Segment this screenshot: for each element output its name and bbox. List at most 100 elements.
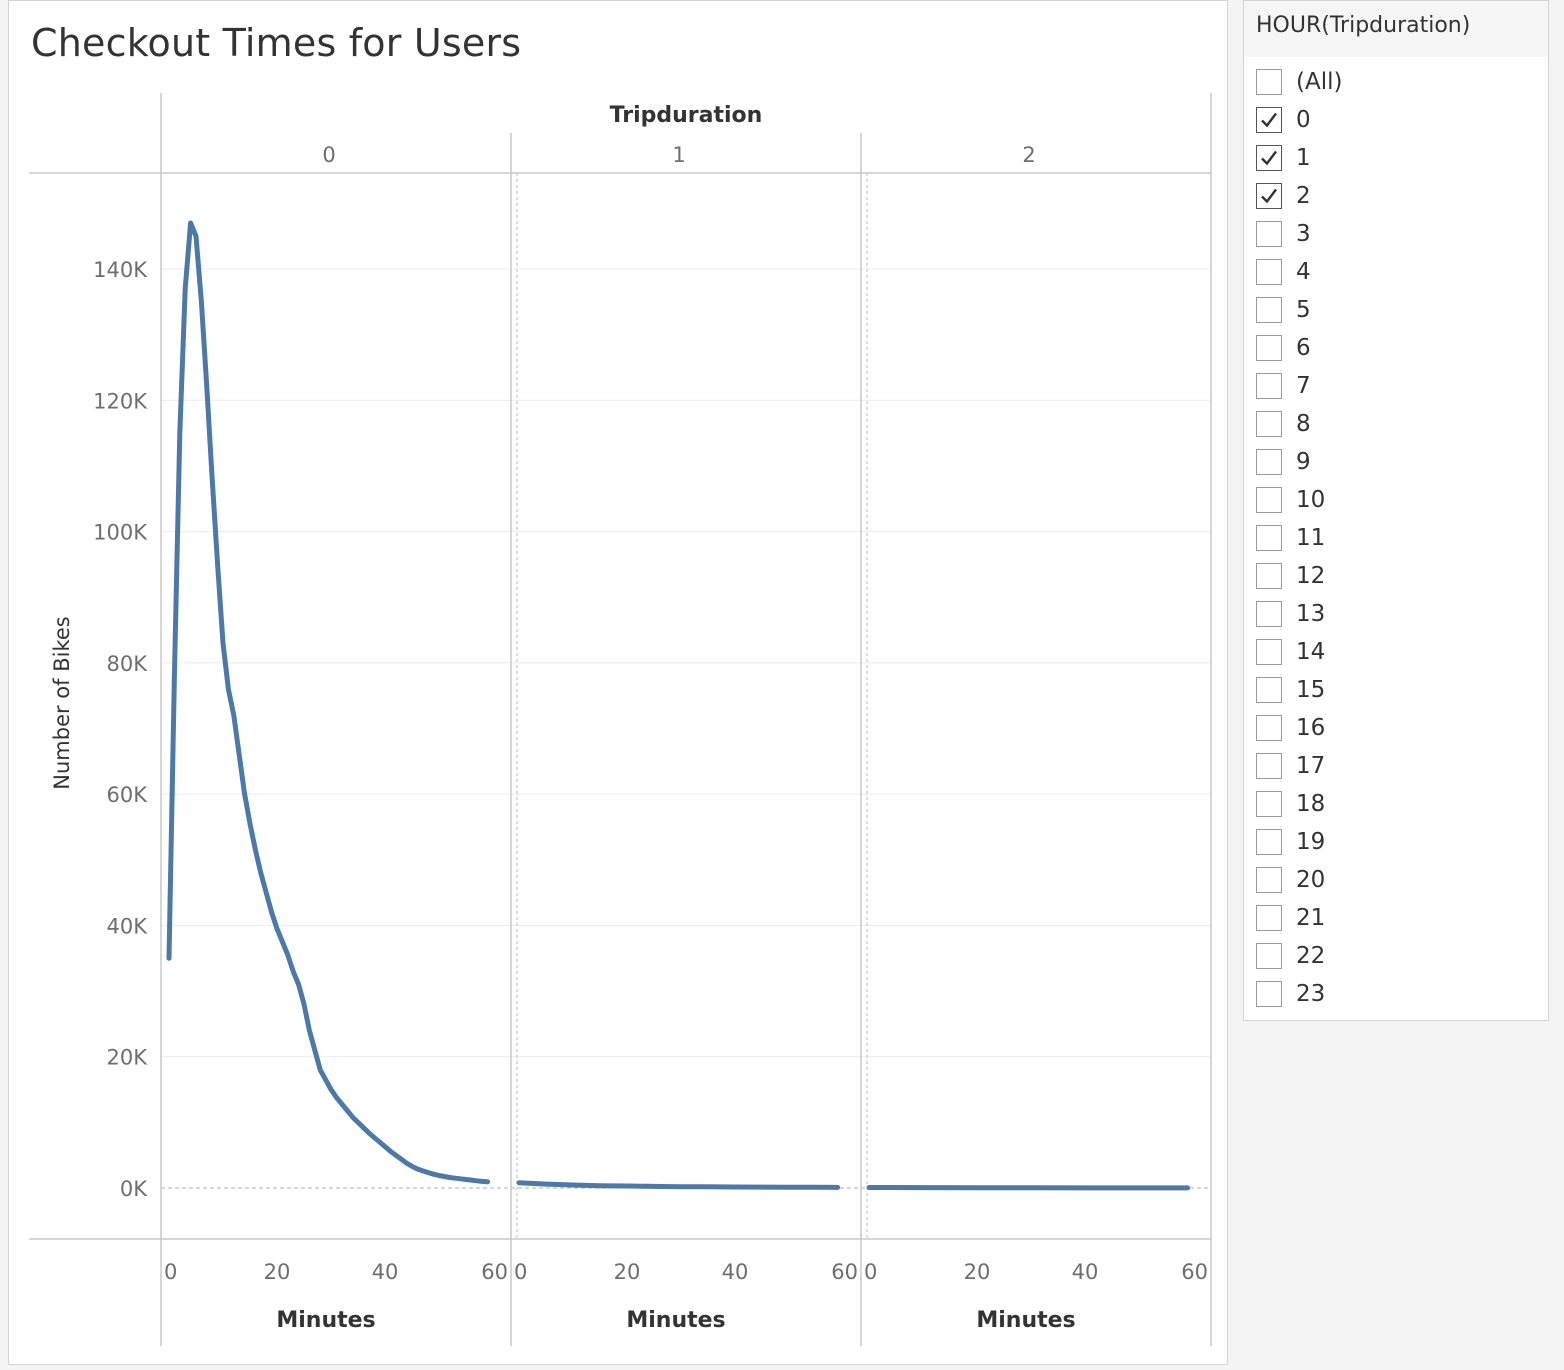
y-tick-label: 60K	[107, 783, 149, 807]
filter-label: 0	[1296, 107, 1311, 133]
filter-checkbox[interactable]	[1256, 107, 1282, 133]
filter-label: 10	[1296, 487, 1326, 513]
y-tick-label: 40K	[107, 914, 149, 938]
filter-checkbox[interactable]	[1256, 297, 1282, 323]
x-tick-label: 0	[164, 1260, 177, 1284]
filter-label: 20	[1296, 867, 1326, 893]
panel-header-2: 2	[1022, 143, 1035, 167]
filter-checkbox[interactable]	[1256, 981, 1282, 1007]
y-tick-label: 80K	[107, 652, 149, 676]
check-icon	[1261, 150, 1277, 166]
chart-worksheet: Checkout Times for Users 0K 20K 40K 60K 80K 1…	[8, 0, 1228, 1365]
filter-checkbox[interactable]	[1256, 449, 1282, 475]
filter-checkbox[interactable]	[1256, 411, 1282, 437]
filter-item[interactable]: 1	[1256, 139, 1342, 177]
x-tick-label: 60	[481, 1260, 508, 1284]
filter-checkbox[interactable]	[1256, 145, 1282, 171]
filter-checkbox[interactable]	[1256, 601, 1282, 627]
filter-item[interactable]: 13	[1256, 595, 1342, 633]
filter-checkbox[interactable]	[1256, 715, 1282, 741]
series-line-hour-0[interactable]	[166, 220, 491, 1185]
filter-item[interactable]: 3	[1256, 215, 1342, 253]
filter-item[interactable]: 6	[1256, 329, 1342, 367]
filter-checkbox[interactable]	[1256, 867, 1282, 893]
filter-item[interactable]: 11	[1256, 519, 1342, 557]
filter-checkbox[interactable]	[1256, 525, 1282, 551]
filter-item[interactable]: 12	[1256, 557, 1342, 595]
filter-checkbox[interactable]	[1256, 791, 1282, 817]
filter-item[interactable]: 21	[1256, 899, 1342, 937]
x-axis-title: Minutes	[276, 1308, 375, 1333]
filter-checkbox[interactable]	[1256, 221, 1282, 247]
filter-item[interactable]: 17	[1256, 747, 1342, 785]
filter-checkbox[interactable]	[1256, 677, 1282, 703]
filter-checkbox[interactable]	[1256, 563, 1282, 589]
filter-item[interactable]: 5	[1256, 291, 1342, 329]
y-tick-label: 120K	[93, 389, 148, 413]
x-tick-label: 60	[1181, 1260, 1208, 1284]
x-tick-label: 20	[264, 1260, 291, 1284]
filter-item[interactable]: 8	[1256, 405, 1342, 443]
filter-item[interactable]: 2	[1256, 177, 1342, 215]
line-chart: 0K 20K 40K 60K 80K 100K 120K 140K Number of Bike…	[29, 93, 1212, 1346]
x-axis-title: Minutes	[976, 1308, 1075, 1333]
x-tick-label: 0	[864, 1260, 877, 1284]
filter-item[interactable]: 19	[1256, 823, 1342, 861]
y-axis-title: Number of Bikes	[50, 616, 74, 789]
filter-checkbox[interactable]	[1256, 905, 1282, 931]
filter-label: 1	[1296, 145, 1311, 171]
filter-item[interactable]: 20	[1256, 861, 1342, 899]
filter-item[interactable]: 9	[1256, 443, 1342, 481]
filter-label: 6	[1296, 335, 1311, 361]
filter-item[interactable]: (All)	[1256, 63, 1342, 101]
y-tick-label: 100K	[93, 521, 148, 545]
y-tick-label: 0K	[120, 1177, 148, 1201]
filter-label: 16	[1296, 715, 1326, 741]
filter-item[interactable]: 14	[1256, 633, 1342, 671]
column-header-title: Tripduration	[610, 103, 763, 128]
filter-checkbox[interactable]	[1256, 943, 1282, 969]
filter-item[interactable]: 18	[1256, 785, 1342, 823]
filter-item[interactable]: 4	[1256, 253, 1342, 291]
panel-header-1: 1	[672, 143, 685, 167]
filter-label: 2	[1296, 183, 1311, 209]
x-tick-label: 20	[614, 1260, 641, 1284]
check-icon	[1261, 188, 1277, 204]
filter-checkbox[interactable]	[1256, 639, 1282, 665]
filter-checkbox[interactable]	[1256, 487, 1282, 513]
filter-title: HOUR(Tripduration)	[1244, 1, 1548, 57]
filter-label: 4	[1296, 259, 1311, 285]
x-tick-label: 20	[964, 1260, 991, 1284]
filter-label: 19	[1296, 829, 1326, 855]
filter-label: 23	[1296, 981, 1326, 1007]
x-axis-title: Minutes	[626, 1308, 725, 1333]
chart-title: Checkout Times for Users	[31, 21, 522, 65]
filter-list: (All) 0 1 2 3 4 5 6 7 8 9 10 11 12 13 14 15 16 17 18 19 20 21 2…	[1256, 63, 1342, 1013]
filter-item[interactable]: 22	[1256, 937, 1342, 975]
y-tick-label: 20K	[107, 1046, 149, 1070]
filter-label: 21	[1296, 905, 1326, 931]
filter-item[interactable]: 15	[1256, 671, 1342, 709]
filter-item[interactable]: 10	[1256, 481, 1342, 519]
filter-label: 5	[1296, 297, 1311, 323]
filter-label: 14	[1296, 639, 1326, 665]
filter-label: 22	[1296, 943, 1326, 969]
filter-checkbox[interactable]	[1256, 69, 1282, 95]
filter-checkbox[interactable]	[1256, 335, 1282, 361]
series-line-hour-1[interactable]	[516, 1180, 841, 1190]
check-icon	[1261, 112, 1277, 128]
filter-label: 3	[1296, 221, 1311, 247]
x-tick-label: 60	[831, 1260, 858, 1284]
filter-checkbox[interactable]	[1256, 753, 1282, 779]
filter-item[interactable]: 0	[1256, 101, 1342, 139]
filter-checkbox[interactable]	[1256, 183, 1282, 209]
filter-label: 9	[1296, 449, 1311, 475]
filter-label: 11	[1296, 525, 1326, 551]
x-tick-label: 0	[514, 1260, 527, 1284]
filter-item[interactable]: 7	[1256, 367, 1342, 405]
filter-checkbox[interactable]	[1256, 829, 1282, 855]
filter-item[interactable]: 16	[1256, 709, 1342, 747]
filter-checkbox[interactable]	[1256, 373, 1282, 399]
filter-item[interactable]: 23	[1256, 975, 1342, 1013]
filter-checkbox[interactable]	[1256, 259, 1282, 285]
